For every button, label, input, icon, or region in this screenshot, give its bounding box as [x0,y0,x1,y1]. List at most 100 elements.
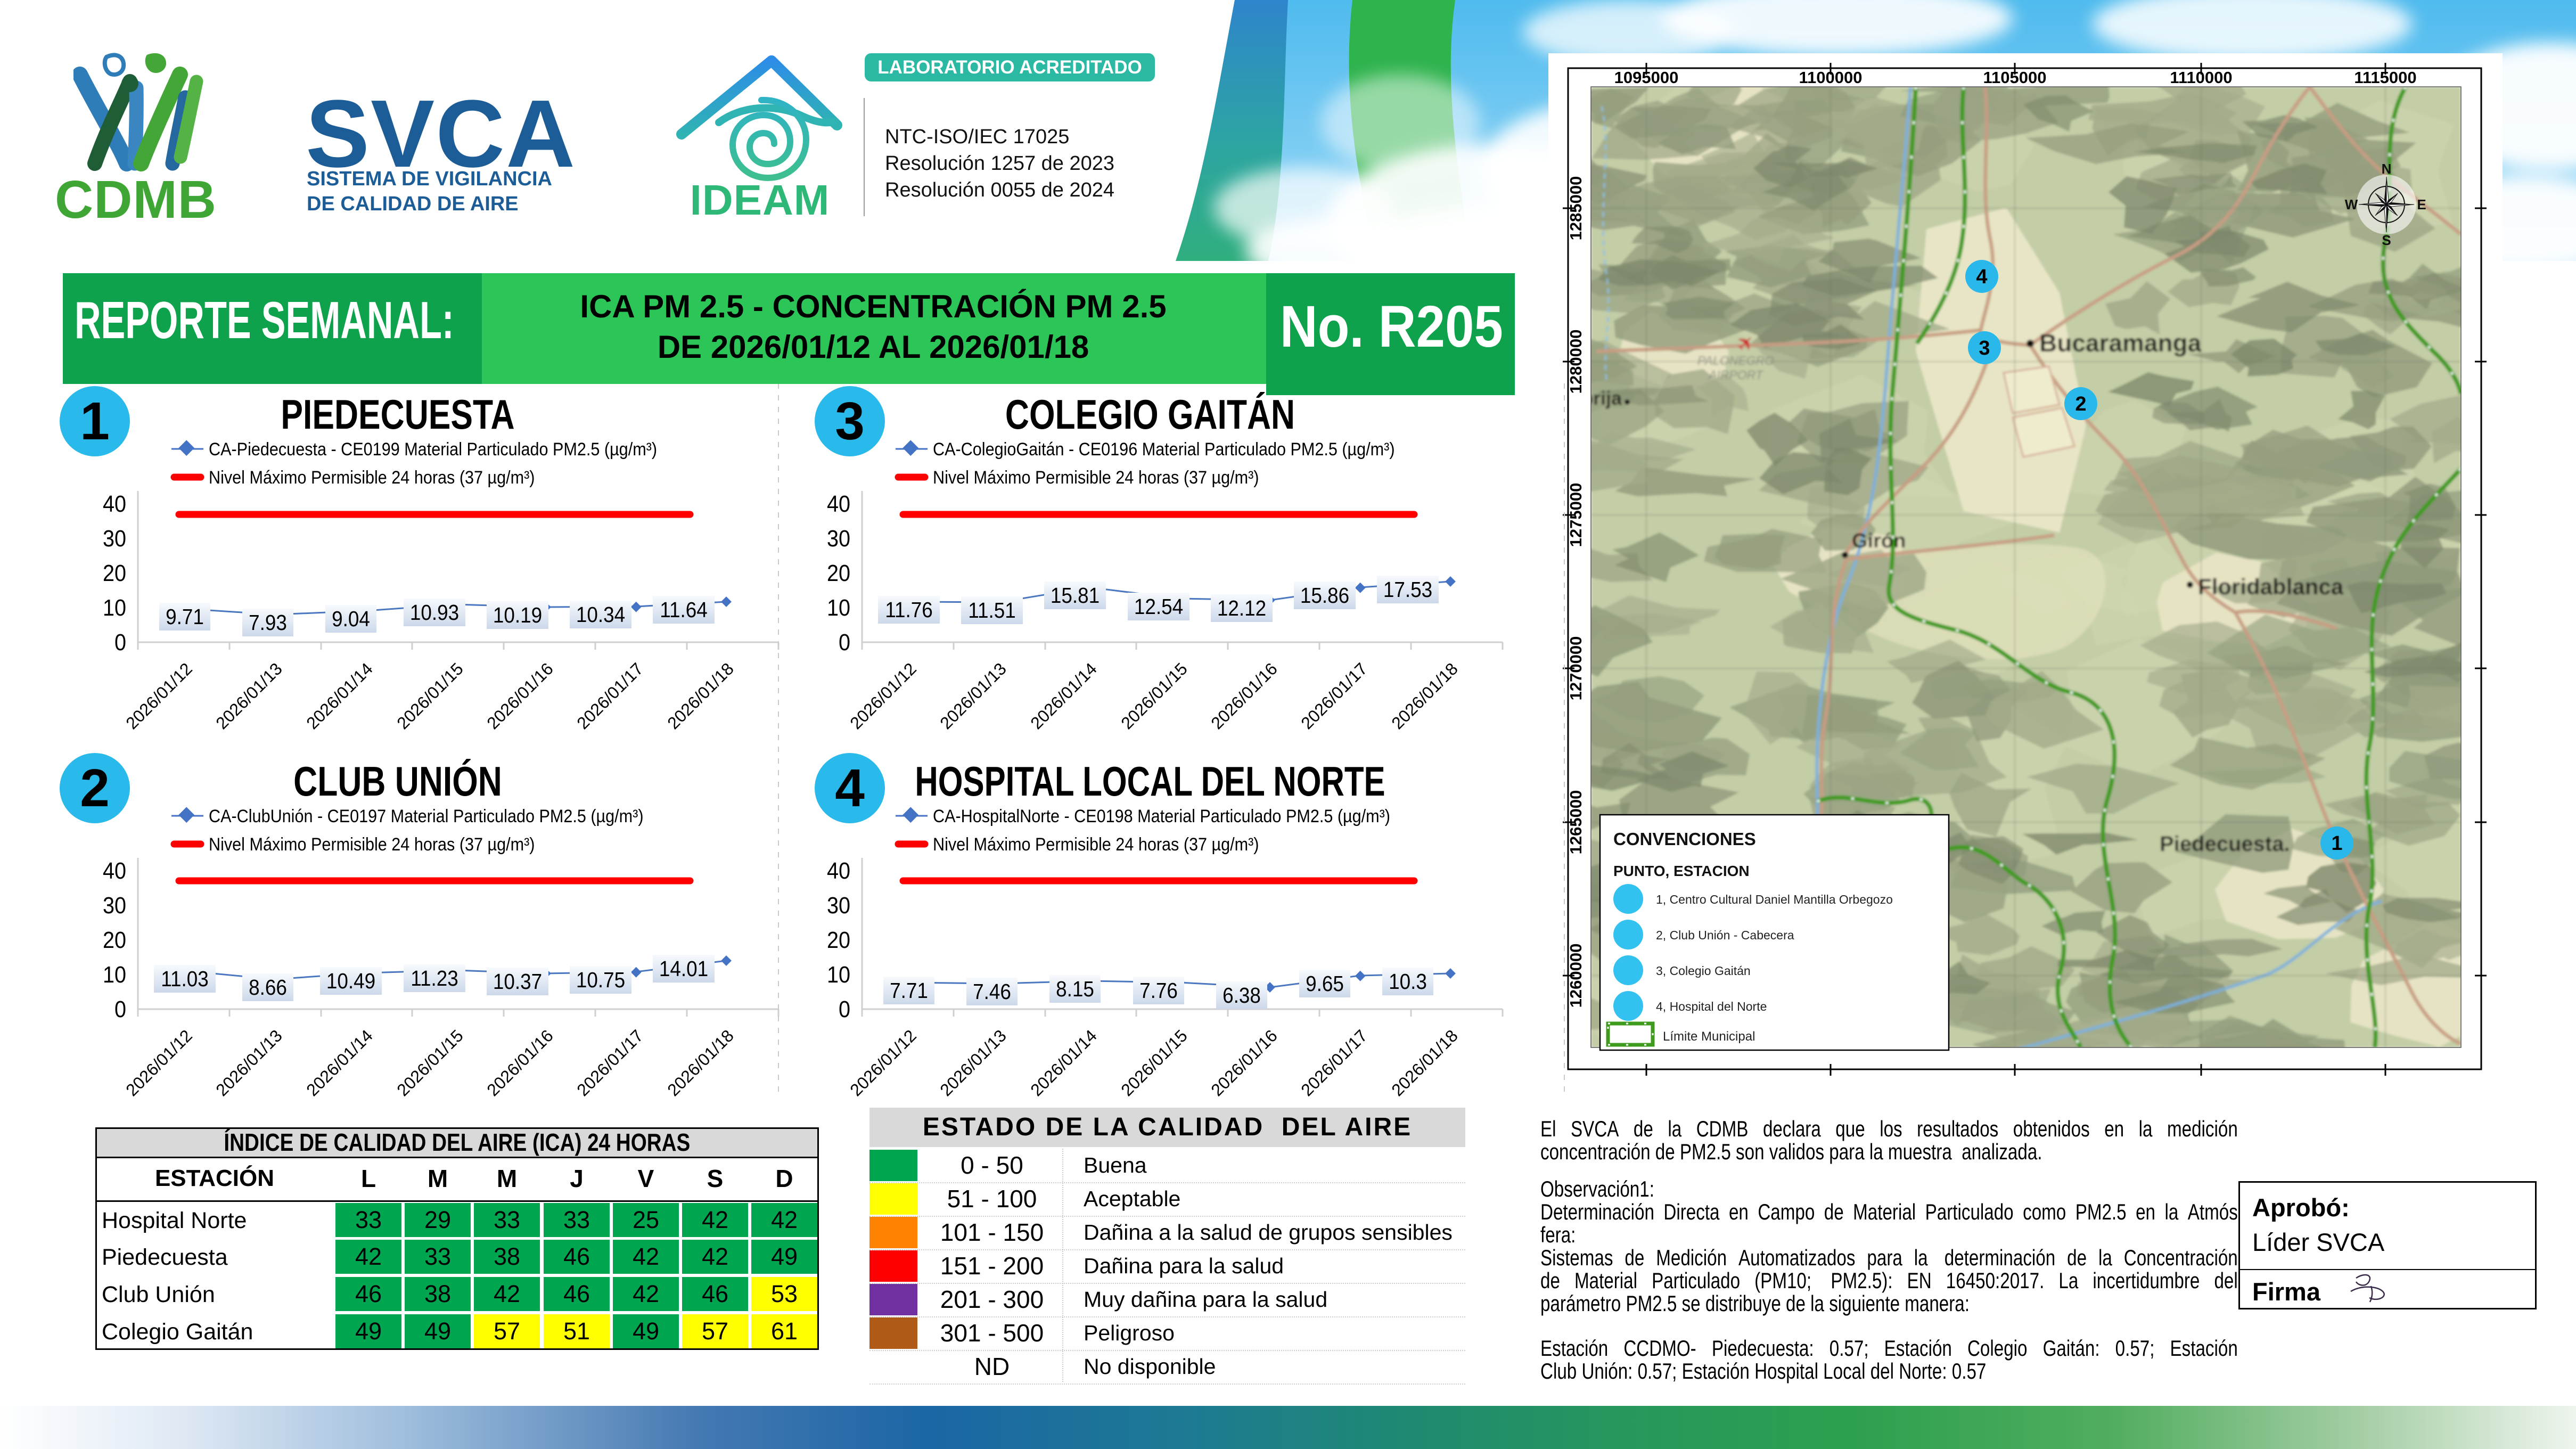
svg-text:PUNTO, ESTACION: PUNTO, ESTACION [1613,863,1750,879]
svg-text:1095000: 1095000 [1614,68,1679,87]
svg-text:2026/01/14: 2026/01/14 [302,1026,376,1100]
svg-text:CLUB UNIÓN: CLUB UNIÓN [293,758,502,804]
svg-text:HOSPITAL LOCAL DEL NORTE: HOSPITAL LOCAL DEL NORTE [915,758,1385,804]
svg-text:40: 40 [103,490,126,517]
svg-text:4: 4 [835,758,865,818]
svg-text:E: E [2417,197,2426,212]
svg-text:1270000: 1270000 [1566,636,1585,701]
svg-text:Nivel Máximo Permisible 24 hor: Nivel Máximo Permisible 24 horas (37 µg/… [933,468,1259,488]
svg-text:9.65: 9.65 [1306,972,1344,996]
svg-text:10.3: 10.3 [1389,970,1427,994]
svg-text:10.19: 10.19 [493,603,542,627]
svg-text:11.03: 11.03 [161,967,209,991]
svg-text:2026/01/18: 2026/01/18 [1388,659,1462,733]
svg-text:PALONEGRO: PALONEGRO [1697,354,1774,367]
svg-text:1260000: 1260000 [1566,944,1585,1008]
svg-text:40: 40 [827,857,850,883]
svg-text:2026/01/16: 2026/01/16 [1207,1026,1281,1100]
svg-text:20: 20 [103,560,126,586]
svg-text:2026/01/17: 2026/01/17 [573,1026,647,1100]
svg-text:10.49: 10.49 [326,969,375,993]
svg-text:1105000: 1105000 [1983,68,2047,87]
svg-text:2026/01/18: 2026/01/18 [663,659,737,733]
svg-text:Piedecuesta.: Piedecuesta. [2160,832,2290,856]
svg-text:CA-Piedecuesta - CE0199 Materi: CA-Piedecuesta - CE0199 Material Particu… [209,439,657,460]
svg-text:10.34: 10.34 [576,603,625,627]
svg-text:PIEDECUESTA: PIEDECUESTA [281,391,514,437]
svg-text:30: 30 [103,892,126,918]
svg-text:11.51: 11.51 [968,599,1016,623]
svg-text:2026/01/14: 2026/01/14 [1027,659,1101,733]
svg-text:10.37: 10.37 [493,970,542,994]
svg-text:10.75: 10.75 [576,968,625,992]
svg-text:2026/01/13: 2026/01/13 [936,659,1010,733]
svg-text:Límite Municipal: Límite Municipal [1663,1029,1755,1044]
svg-text:2026/01/15: 2026/01/15 [1117,659,1191,733]
svg-text:AIRPORT: AIRPORT [1708,368,1764,382]
svg-text:2026/01/12: 2026/01/12 [122,659,196,733]
svg-text:2026/01/16: 2026/01/16 [483,659,557,733]
svg-text:CA-ClubUnión - CE0197 Material: CA-ClubUnión - CE0197 Material Particula… [209,806,644,826]
svg-text:10: 10 [827,961,850,987]
svg-text:20: 20 [103,927,126,953]
svg-text:1115000: 1115000 [2354,68,2416,87]
svg-text:1280000: 1280000 [1566,330,1585,394]
svg-text:2026/01/14: 2026/01/14 [1027,1026,1101,1100]
svg-text:1275000: 1275000 [1566,483,1585,547]
svg-text:1: 1 [2331,832,2342,855]
svg-text:10: 10 [103,594,126,620]
svg-text:40: 40 [103,857,126,883]
svg-text:11.64: 11.64 [660,598,708,622]
svg-text:1: 1 [80,391,110,451]
svg-text:2026/01/17: 2026/01/17 [1297,659,1371,733]
svg-text:1, Centro Cultural Daniel Mant: 1, Centro Cultural Daniel Mantilla Orbeg… [1656,893,1893,906]
svg-text:2026/01/12: 2026/01/12 [846,1026,920,1100]
svg-text:Nivel Máximo Permisible 24 hor: Nivel Máximo Permisible 24 horas (37 µg/… [933,834,1259,855]
svg-text:1265000: 1265000 [1566,790,1585,855]
svg-text:4, Hospital del Norte: 4, Hospital del Norte [1656,1000,1767,1013]
svg-text:9.71: 9.71 [166,605,204,629]
svg-text:20: 20 [827,927,850,953]
svg-text:2026/01/15: 2026/01/15 [1117,1026,1191,1100]
svg-text:2026/01/13: 2026/01/13 [936,1026,1010,1100]
svg-text:7.71: 7.71 [890,979,928,1003]
svg-text:ebrija: ebrija [1571,387,1622,409]
svg-text:3: 3 [1979,337,1990,359]
svg-text:CA-HospitalNorte - CE0198 Mate: CA-HospitalNorte - CE0198 Material Parti… [933,806,1390,826]
svg-text:9.04: 9.04 [332,607,370,631]
svg-text:2026/01/18: 2026/01/18 [663,1026,737,1100]
svg-text:2026/01/16: 2026/01/16 [1207,659,1281,733]
svg-text:30: 30 [103,525,126,551]
svg-text:Nivel Máximo Permisible 24 hor: Nivel Máximo Permisible 24 horas (37 µg/… [209,468,535,488]
svg-text:12.12: 12.12 [1217,596,1266,620]
svg-text:7.76: 7.76 [1139,979,1178,1003]
svg-text:8.15: 8.15 [1056,977,1094,1001]
svg-text:40: 40 [827,490,850,517]
svg-text:2026/01/17: 2026/01/17 [1297,1026,1371,1100]
svg-text:0: 0 [114,996,126,1022]
svg-text:10: 10 [103,961,126,987]
svg-text:10: 10 [827,594,850,620]
svg-text:1285000: 1285000 [1566,176,1585,241]
svg-text:2: 2 [2075,393,2086,415]
svg-text:2026/01/17: 2026/01/17 [573,659,647,733]
svg-text:W: W [2345,197,2358,212]
svg-text:4: 4 [1976,266,1987,288]
svg-text:8.66: 8.66 [249,976,287,1000]
svg-text:Nivel Máximo Permisible 24 hor: Nivel Máximo Permisible 24 horas (37 µg/… [209,834,535,855]
svg-text:2026/01/12: 2026/01/12 [122,1026,196,1100]
svg-text:7.46: 7.46 [973,980,1011,1004]
svg-text:2026/01/15: 2026/01/15 [393,1026,467,1100]
svg-text:Girón: Girón [1852,530,1906,552]
svg-text:2026/01/13: 2026/01/13 [212,1026,286,1100]
svg-text:0: 0 [839,629,850,655]
svg-text:0: 0 [114,629,126,655]
svg-text:1100000: 1100000 [1799,68,1863,87]
svg-text:15.81: 15.81 [1051,584,1100,608]
svg-text:20: 20 [827,560,850,586]
svg-text:17.53: 17.53 [1383,578,1432,602]
svg-text:2: 2 [80,758,110,818]
svg-text:15.86: 15.86 [1300,584,1349,608]
svg-text:10.93: 10.93 [410,601,459,625]
svg-text:30: 30 [827,892,850,918]
